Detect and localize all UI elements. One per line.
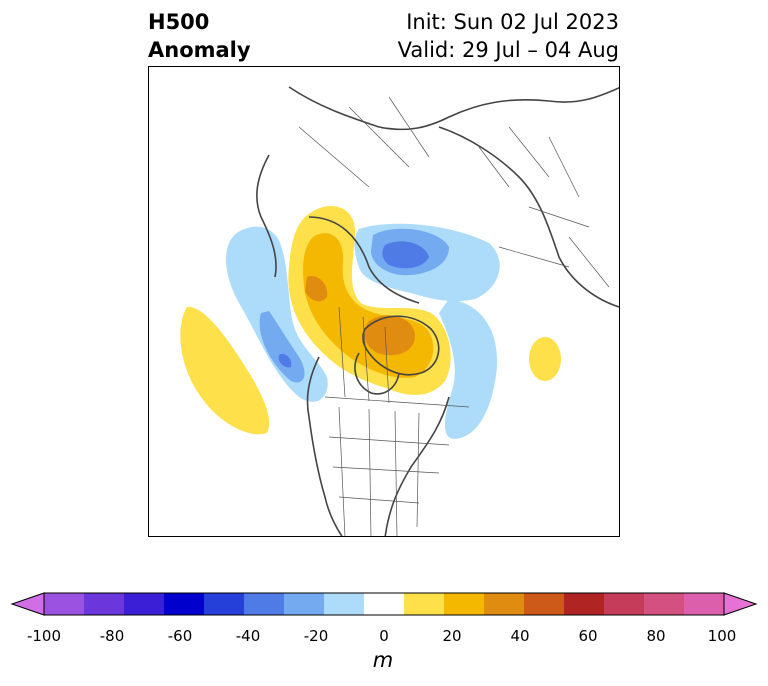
colorbar-tick: 80 <box>646 627 666 645</box>
colorbar-tick: 20 <box>442 627 462 645</box>
colorbar <box>10 592 758 616</box>
pacific-positive-anomaly <box>180 306 270 435</box>
colorbar-segment <box>684 593 725 615</box>
colorbar-segment <box>204 593 245 615</box>
colorbar-segment <box>324 593 365 615</box>
colorbar-segment <box>44 593 85 615</box>
greenland-negative-anomaly <box>439 299 498 439</box>
valid-dates: Valid: 29 Jul – 04 Aug <box>397 38 619 62</box>
colorbar-tick: 40 <box>510 627 530 645</box>
siberia-coast <box>288 86 619 131</box>
title-variable: H500 <box>148 10 210 34</box>
colorbar-outline <box>43 592 725 616</box>
colorbar-segments <box>10 592 758 616</box>
colorbar-segment <box>484 593 525 615</box>
western-negative-center <box>278 353 292 368</box>
colorbar-segment <box>604 593 645 615</box>
canada-province-lines <box>338 306 390 404</box>
anomaly-map <box>180 86 619 536</box>
colorbar-unit: m <box>372 648 394 672</box>
us-east-coast <box>384 396 450 536</box>
country-borders <box>298 96 610 536</box>
colorbar-tick: 0 <box>379 627 389 645</box>
colorbar-segment <box>284 593 325 615</box>
anomaly-contours <box>180 205 561 439</box>
canada-positive-center <box>305 276 328 302</box>
colorbar-segment <box>404 593 445 615</box>
colorbar-extend-min <box>10 592 45 616</box>
colorbar-extend-max <box>723 592 758 616</box>
us-state-lines <box>328 406 450 536</box>
colorbar-tick: -40 <box>235 627 261 645</box>
colorbar-tick: 100 <box>707 627 737 645</box>
colorbar-segment <box>244 593 285 615</box>
colorbar-segment <box>364 593 405 615</box>
colorbar-segment <box>644 593 685 615</box>
greenland-positive-center <box>364 315 415 356</box>
title-field: Anomaly <box>148 38 251 62</box>
colorbar-segment <box>124 593 165 615</box>
colorbar-tick: -20 <box>303 627 329 645</box>
colorbar-segment <box>444 593 485 615</box>
western-negative-core <box>259 311 305 383</box>
western-negative-anomaly <box>226 226 328 402</box>
init-date: Init: Sun 02 Jul 2023 <box>406 10 619 34</box>
eurasia-border-lines <box>478 126 610 288</box>
colorbar-tick: 60 <box>578 627 598 645</box>
alaska-coast <box>256 154 277 278</box>
chart-title: H500 Anomaly <box>148 8 251 64</box>
canada-arctic-coast <box>308 216 420 304</box>
colorbar-segment <box>564 593 605 615</box>
map-panel <box>148 66 620 537</box>
coastlines <box>256 86 619 536</box>
colorbar-segment <box>524 593 565 615</box>
chart-dates: Init: Sun 02 Jul 2023 Valid: 29 Jul – 04… <box>398 8 619 64</box>
north-america-west-coast <box>306 356 343 536</box>
colorbar-segment <box>84 593 125 615</box>
us-canada-border <box>324 396 470 408</box>
russia-border-lines <box>298 96 430 188</box>
colorbar-tick: -100 <box>26 627 62 645</box>
hudson-bay-coast <box>354 352 400 395</box>
colorbar-tick: -80 <box>99 627 125 645</box>
arctic-negative-center <box>382 241 429 269</box>
atlantic-positive-anomaly <box>529 337 561 381</box>
colorbar-tick: -60 <box>167 627 193 645</box>
colorbar-segment <box>164 593 205 615</box>
eurasia-coast <box>438 126 619 308</box>
